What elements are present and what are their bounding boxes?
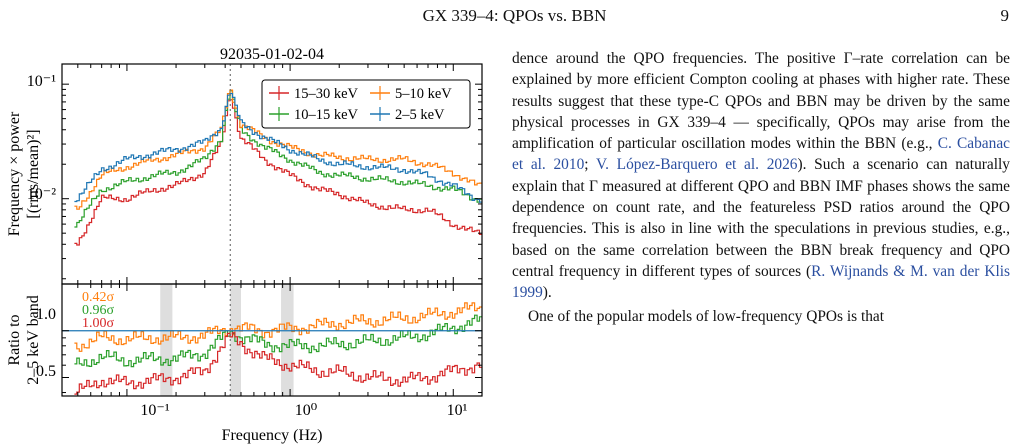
paragraph-1-part-a: dence around the QPO frequencies. The po… [512, 50, 1010, 153]
legend-frame [261, 79, 471, 129]
citation-cabanac-2010[interactable]: C. Cabanac et al. 2010 [512, 135, 1010, 174]
paragraph-2: One of the popular models of low-frequen… [528, 307, 885, 325]
top-ytick-1e-2: 10⁻² [27, 186, 56, 203]
sigma-label-orange: 0.42σ [82, 290, 115, 305]
top-ylabel-line2: [(rms/mean)²] [25, 129, 42, 218]
legend-entry-5-10: 5–10 keV [370, 86, 452, 102]
shaded-band [230, 284, 241, 396]
legend-label-2-5: 2–5 keV [395, 107, 445, 123]
paragraph-1-part-b: ). Such a scenario can naturally explain… [512, 156, 1010, 280]
top-series-line [74, 99, 482, 246]
citation-separator: ; [584, 156, 596, 174]
citation-wijnands-1999[interactable]: R. Wijnands & M. van der Klis 1999 [512, 262, 1010, 302]
legend-label-15-30: 15–30 keV [294, 86, 359, 102]
legend-label-10-15: 10–15 keV [294, 107, 359, 123]
sigma-label-green: 0.96σ [82, 303, 115, 318]
top-panel-series [74, 89, 482, 246]
bottom-panel-series [74, 302, 482, 395]
running-title: GX 339–4: QPOs vs. BBN [422, 6, 607, 25]
legend-entry-2-5: 2–5 keV [370, 107, 445, 123]
axis-ticks [61, 64, 482, 396]
xtick-1e0: 10⁰ [295, 402, 317, 419]
legend: 15–30 keV 5–10 keV 10–15 keV 2–5 keV [261, 79, 471, 129]
legend-entry-10-15: 10–15 keV [269, 107, 359, 123]
ratio-series-line [74, 314, 482, 368]
top-ylabel-line1: Frequency × power [6, 111, 23, 236]
obs-id-title: 92035-01-02-04 [220, 46, 324, 63]
ratio-series-line [74, 302, 482, 352]
citation-lopez-barquero-2026[interactable]: V. López-Barquero et al. 2026 [595, 156, 798, 174]
bottom-ylabel-line1: Ratio to [6, 314, 23, 365]
bottom-ytick-1-0: 1.0 [36, 306, 56, 323]
legend-label-5-10: 5–10 keV [395, 86, 452, 102]
figure-psd-ratio: 92035-01-02-04 10⁻¹ 10⁻² 1.0 0.5 10⁻¹ 10… [0, 40, 500, 446]
xtick-1e1: 10¹ [447, 402, 468, 419]
page-number: 9 [1000, 6, 1010, 25]
page-header: GX 339–4: QPOs vs. BBN 9 [0, 6, 1029, 30]
bottom-panel-frame [61, 283, 483, 397]
legend-entry-15-30: 15–30 keV [269, 86, 359, 102]
figure-svg: 92035-01-02-04 10⁻¹ 10⁻² 1.0 0.5 10⁻¹ 10… [6, 46, 483, 444]
paragraph-1: dence around the QPO frequencies. The po… [512, 48, 1010, 304]
ratio-series-line [74, 332, 482, 395]
body-text-column: dence around the QPO frequencies. The po… [512, 48, 1010, 327]
sigma-label-red: 1.00σ [82, 316, 115, 331]
bottom-ylabel-line2: 2–5 keV band [25, 295, 42, 384]
top-series-line [74, 92, 482, 203]
bottom-ytick-0-5: 0.5 [36, 363, 56, 380]
top-series-line [74, 90, 482, 228]
xtick-1e-1: 10⁻¹ [140, 402, 169, 419]
top-ytick-1e-1: 10⁻¹ [27, 73, 56, 90]
x-axis-label: Frequency (Hz) [222, 427, 323, 444]
paragraph-1-end: ). [542, 284, 552, 302]
